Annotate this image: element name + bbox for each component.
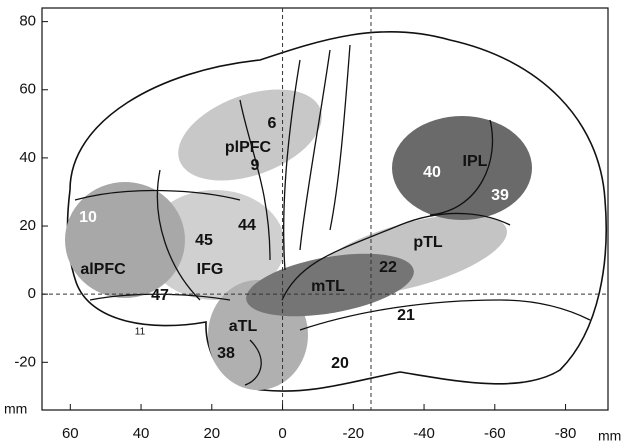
x-tick-label: 20 — [203, 425, 220, 442]
x-tick-label: -40 — [413, 425, 435, 442]
x-tick-label: -60 — [484, 425, 506, 442]
region-label: aTL — [229, 318, 258, 335]
region-label: alPFC — [80, 261, 126, 278]
x-tick-label: 60 — [62, 425, 79, 442]
x-tick-label: 0 — [278, 425, 286, 442]
x-tick-label: -80 — [555, 425, 577, 442]
region-label: 38 — [217, 345, 235, 362]
region-label: plPFC — [225, 139, 272, 156]
y-tick-label: 0 — [28, 285, 36, 302]
y-tick-label: 60 — [19, 81, 36, 98]
y-tick-label: 80 — [19, 13, 36, 30]
brain: 6 plPFC 9 46 10 40 IPL 39 45 44 pTL alPF… — [65, 32, 606, 391]
region-label: 40 — [423, 164, 441, 181]
region-label: 10 — [79, 209, 97, 226]
region-label: 39 — [491, 187, 509, 204]
region-label: 11 — [135, 327, 146, 338]
region-alpfc — [65, 182, 185, 298]
region-label: mTL — [311, 278, 345, 295]
region-label: 9 — [251, 157, 260, 174]
x-unit: mm — [598, 428, 621, 444]
y-unit: mm — [4, 401, 27, 417]
region-label: pTL — [413, 234, 443, 251]
figure: 6 plPFC 9 46 10 40 IPL 39 45 44 pTL alPF… — [0, 0, 622, 447]
region-label: IFG — [197, 261, 224, 278]
region-label: 6 — [268, 115, 277, 132]
x-tick-label: -20 — [342, 425, 364, 442]
region-label: 47 — [151, 287, 169, 304]
y-tick-label: 40 — [19, 149, 36, 166]
region-label: 44 — [238, 217, 256, 234]
region-label: 20 — [331, 355, 349, 372]
region-label: 22 — [379, 259, 397, 276]
region-label: 45 — [195, 232, 213, 249]
y-tick-label: 20 — [19, 217, 36, 234]
x-tick-label: 40 — [133, 425, 150, 442]
region-label: 21 — [397, 307, 415, 324]
region-label: IPL — [463, 153, 488, 170]
region-label: 46 — [163, 165, 181, 182]
y-tick-label: -20 — [14, 353, 36, 370]
